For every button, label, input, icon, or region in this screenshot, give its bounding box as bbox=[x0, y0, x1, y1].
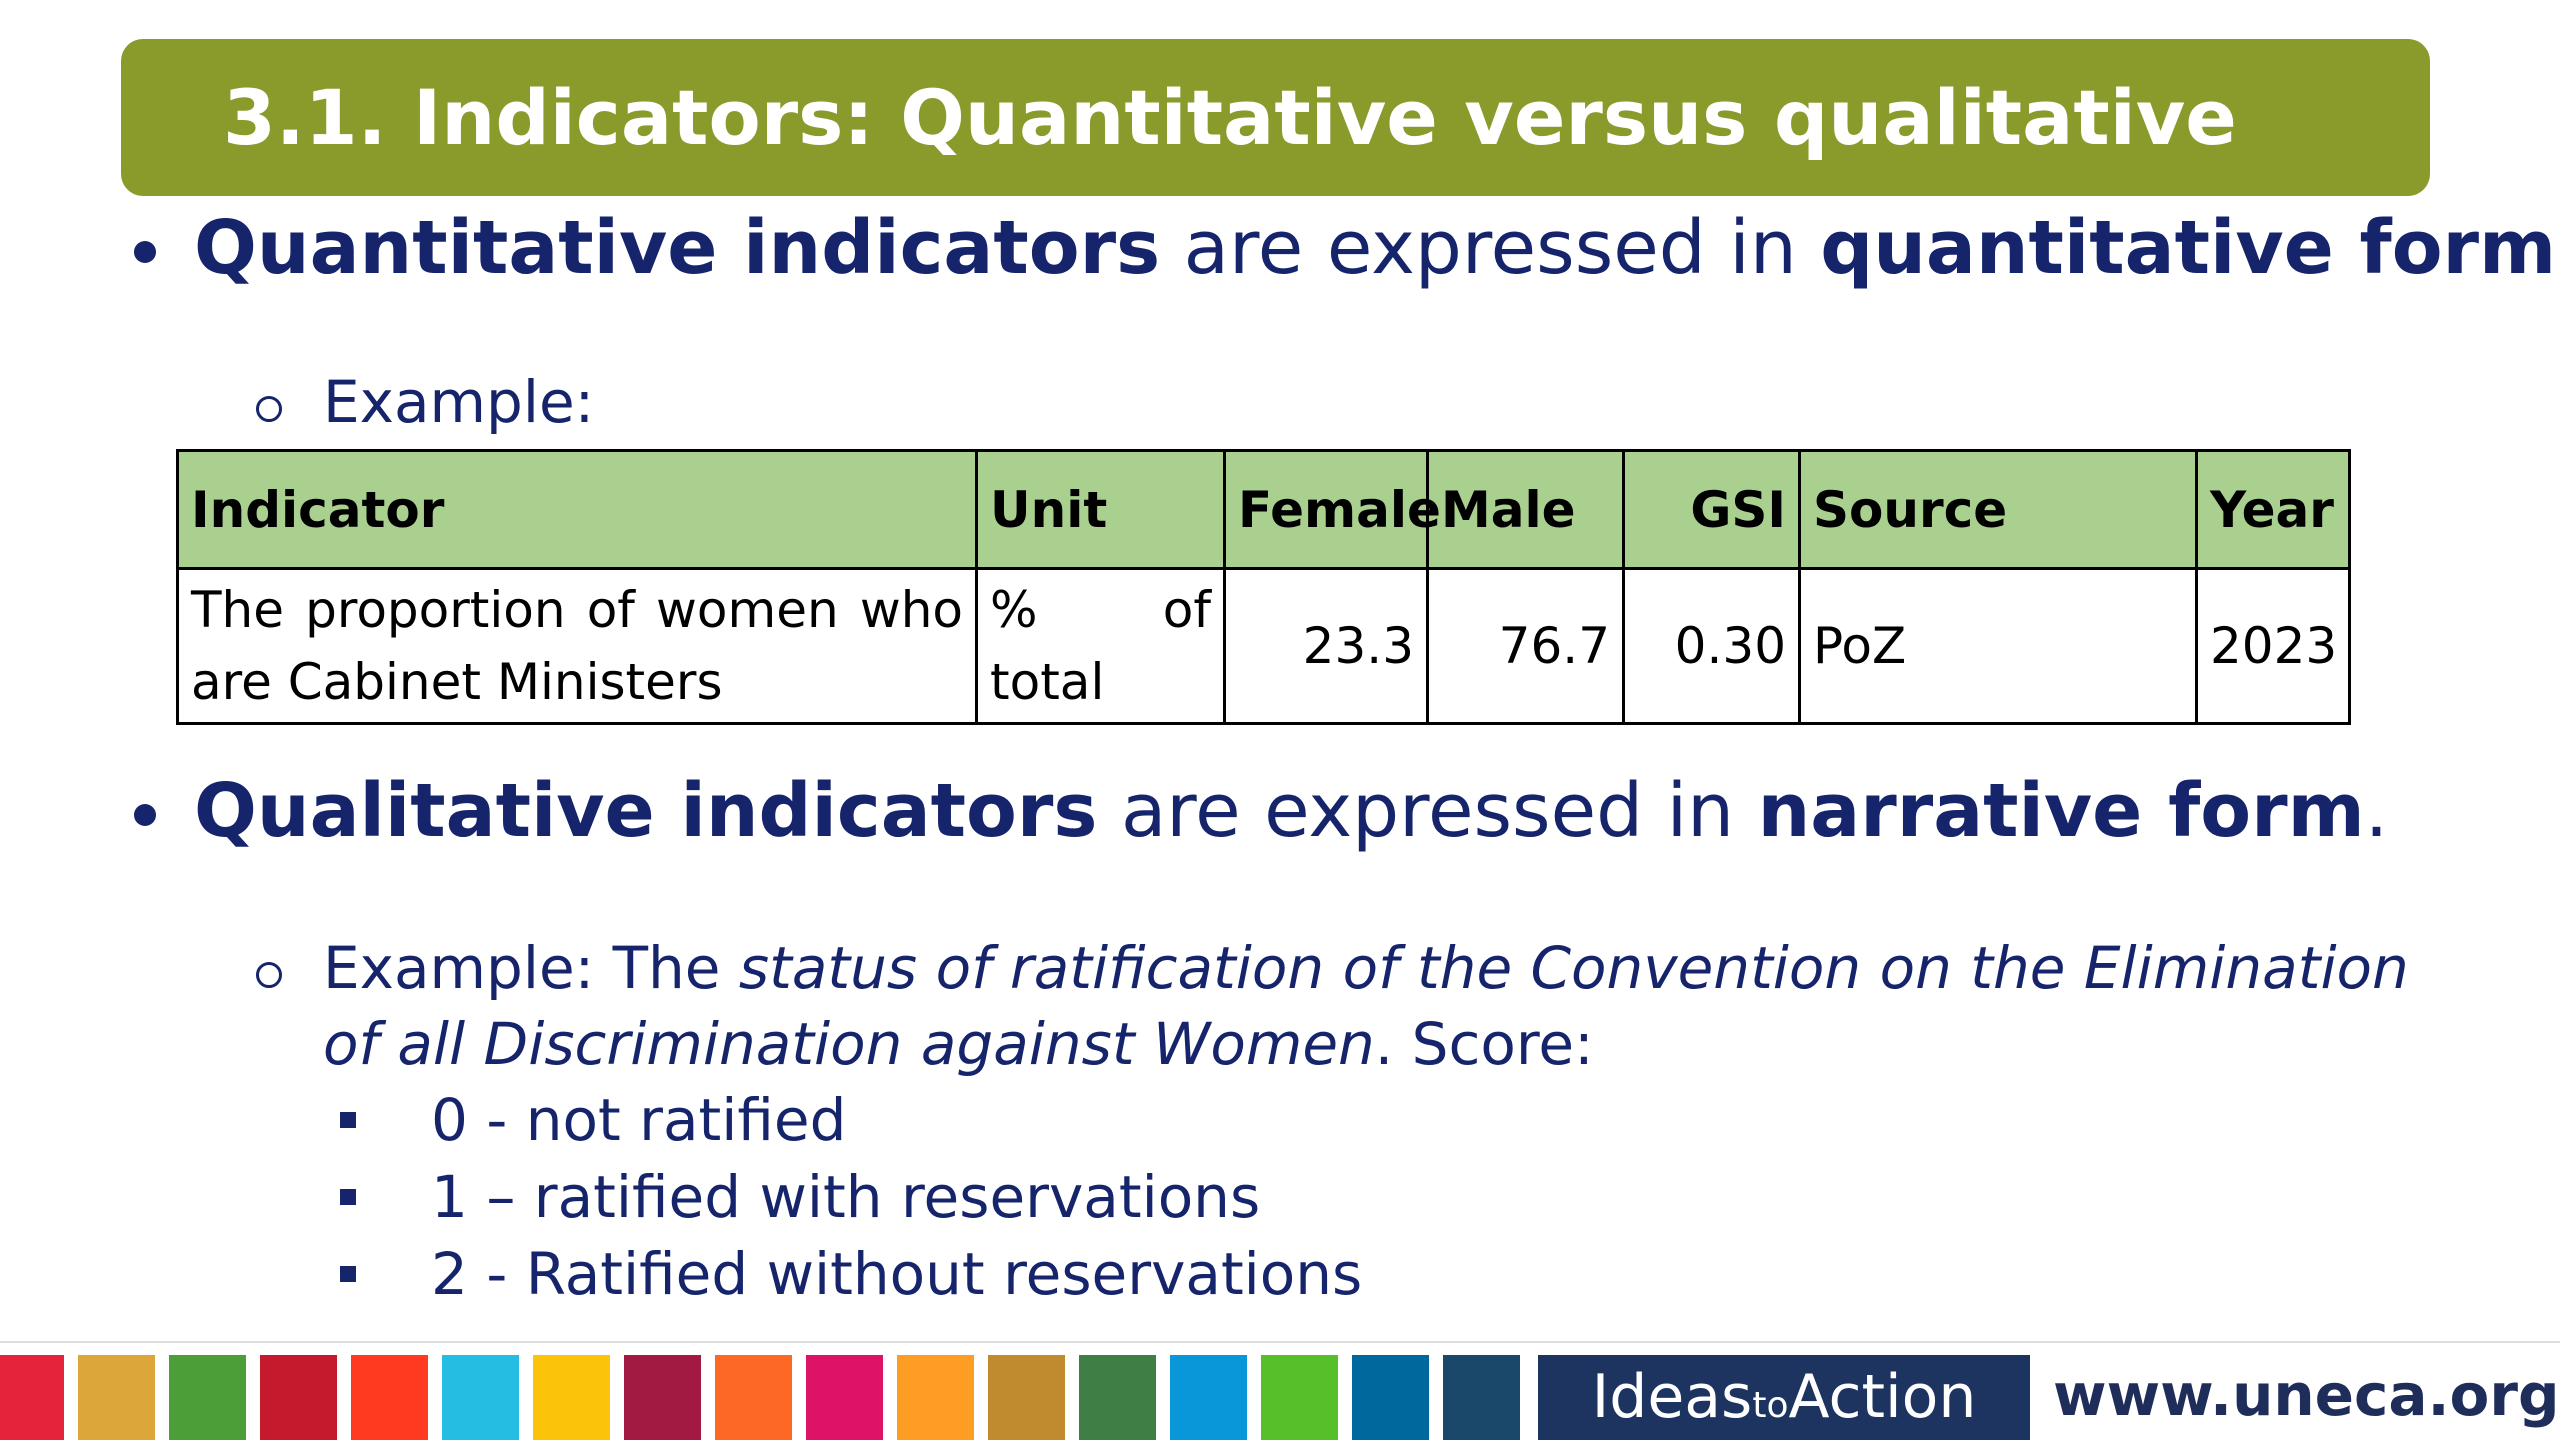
list-marker bbox=[340, 1266, 356, 1282]
sub-bullet bbox=[256, 396, 282, 422]
sdg-square bbox=[806, 1355, 883, 1440]
sdg-square bbox=[1443, 1355, 1520, 1440]
sdg-square bbox=[1079, 1355, 1156, 1440]
table-header-cell: Indicator bbox=[176, 449, 978, 570]
table-cell: 23.3 bbox=[1223, 567, 1429, 725]
table-header: Indicator Unit Female Male GSI Source Year bbox=[176, 449, 2351, 570]
table-body: The proportion of women who are Cabinet … bbox=[176, 567, 2351, 725]
sub-bullet bbox=[256, 962, 282, 988]
score-item: 1 – ratified with reservations bbox=[431, 1163, 1261, 1231]
table-cell: PoZ bbox=[1798, 567, 2198, 725]
table-cell: 0.30 bbox=[1622, 567, 1801, 725]
score-item: 0 - not ratified bbox=[431, 1086, 847, 1154]
text-run: . bbox=[2364, 768, 2389, 854]
table-row: The proportion of women who are Cabinet … bbox=[176, 567, 2351, 725]
table-cell: % of total bbox=[975, 567, 1226, 725]
text-run: narrative form bbox=[1757, 768, 2365, 854]
sdg-square bbox=[442, 1355, 519, 1440]
table-header-cell: Male bbox=[1426, 449, 1625, 570]
sdg-square bbox=[897, 1355, 974, 1440]
table-cell: 2023 bbox=[2195, 567, 2351, 725]
sdg-square bbox=[1261, 1355, 1338, 1440]
title-bar: 3.1. Indicators: Quantitative versus qua… bbox=[121, 39, 2430, 196]
table-cell: 76.7 bbox=[1426, 567, 1625, 725]
text-run: Ideas bbox=[1591, 1362, 1753, 1432]
text-run: . Score: bbox=[1374, 1010, 1594, 1078]
slide-title: 3.1. Indicators: Quantitative versus qua… bbox=[223, 73, 2237, 162]
table-cell: The proportion of women who are Cabinet … bbox=[176, 567, 978, 725]
example-text: Example: bbox=[323, 364, 594, 440]
table-header-cell: Source bbox=[1798, 449, 2198, 570]
sdg-square bbox=[715, 1355, 792, 1440]
text-run: are expressed in bbox=[1097, 768, 1758, 854]
text-run: Quantitative indicators bbox=[194, 205, 1161, 291]
text-run: quantitative form bbox=[1820, 205, 2557, 291]
sdg-square bbox=[0, 1355, 64, 1440]
table-header-cell: GSI bbox=[1622, 449, 1801, 570]
bullet-text: Qualitative indicators are expressed in … bbox=[194, 768, 2388, 854]
score-item: 2 - Ratified without reservations bbox=[431, 1240, 1363, 1308]
sdg-square bbox=[624, 1355, 701, 1440]
bullet bbox=[134, 241, 156, 263]
logo: IdeastoAction bbox=[1538, 1355, 2030, 1440]
table-header-cell: Unit bbox=[975, 449, 1226, 570]
list-marker bbox=[340, 1189, 356, 1205]
bullet-text: Quantitative indicators are expressed in… bbox=[194, 205, 2560, 291]
sdg-square bbox=[351, 1355, 428, 1440]
list-marker bbox=[340, 1112, 356, 1128]
text-run: to bbox=[1752, 1385, 1789, 1426]
sdg-square bbox=[1170, 1355, 1247, 1440]
text-run: Example: The bbox=[323, 934, 739, 1002]
text-run: Action bbox=[1788, 1362, 1977, 1432]
indicator-table: Indicator Unit Female Male GSI Source Year The… bbox=[176, 449, 2351, 725]
sdg-square bbox=[988, 1355, 1065, 1440]
text-run: Example: bbox=[323, 368, 595, 436]
text-run: are expressed in bbox=[1160, 205, 1821, 291]
sdg-square bbox=[260, 1355, 337, 1440]
sdg-square bbox=[1352, 1355, 1429, 1440]
text-run: . bbox=[2556, 205, 2560, 291]
bullet bbox=[134, 804, 156, 826]
sdg-square bbox=[169, 1355, 246, 1440]
table-header-cell: Year bbox=[2195, 449, 2351, 570]
example-text: Example: The status of ratification of t… bbox=[323, 930, 2423, 1082]
table-header-cell: Female bbox=[1223, 449, 1441, 570]
text-run: Qualitative indicators bbox=[194, 768, 1098, 854]
footer-rule bbox=[0, 1341, 2560, 1343]
sdg-square bbox=[78, 1355, 155, 1440]
sdg-square bbox=[533, 1355, 610, 1440]
url: www.uneca.org bbox=[2053, 1361, 2560, 1429]
text-run: status of ratification of the Convention… bbox=[323, 934, 2409, 1078]
